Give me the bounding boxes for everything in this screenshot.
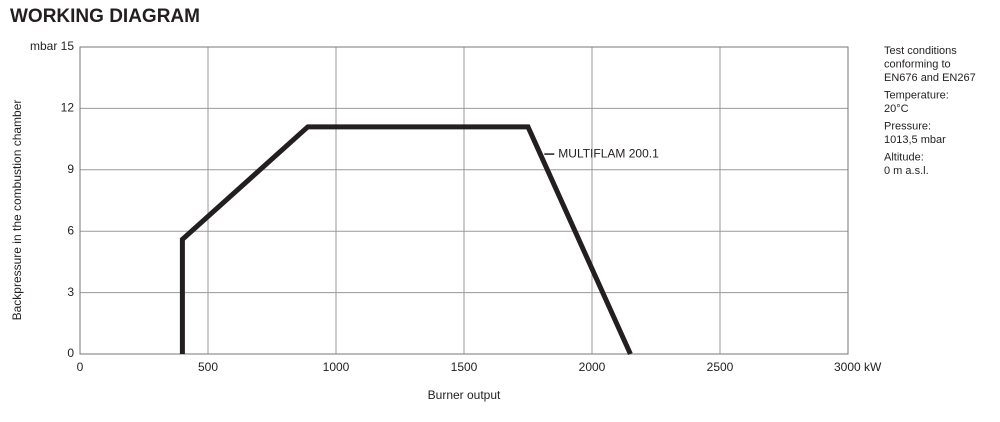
note-text: EN676 and EN267 [884, 72, 976, 84]
note-text: Temperature: [884, 89, 949, 101]
y-tick-label: 9 [67, 162, 74, 176]
note-text: 1013,5 mbar [884, 134, 946, 146]
y-axis-label: Backpressure in the combustion chamber [10, 100, 24, 321]
note-text: 20°C [884, 103, 909, 115]
x-tick-label: 2000 [579, 360, 606, 374]
y-tick-label: 0 [67, 346, 74, 360]
x-tick-label: 500 [198, 360, 218, 374]
plot-frame [79, 46, 849, 355]
x-tick-label: 1000 [323, 360, 350, 374]
chart-title: WORKING DIAGRAM [10, 6, 200, 27]
x-tick-label: 0 [77, 360, 84, 374]
note-text: 0 m a.s.l. [884, 165, 929, 177]
x-axis-label: Burner output [428, 388, 501, 402]
note-text: Test conditions [884, 45, 957, 57]
x-tick-label: 1500 [451, 360, 478, 374]
x-tick-label: 2500 [707, 360, 734, 374]
series-label: MULTIFLAM 200.1 [558, 146, 659, 160]
note-text: conforming to [884, 58, 951, 70]
y-tick-label: 6 [67, 223, 74, 237]
note-text: Pressure: [884, 120, 931, 132]
y-tick-label: 3 [67, 285, 74, 299]
data-line [179, 124, 633, 356]
note-text: Altitude: [884, 151, 924, 163]
y-tick-label: mbar 15 [30, 39, 74, 53]
x-tick-label: 3000 kW [834, 360, 882, 374]
y-tick-label: 12 [61, 101, 75, 115]
